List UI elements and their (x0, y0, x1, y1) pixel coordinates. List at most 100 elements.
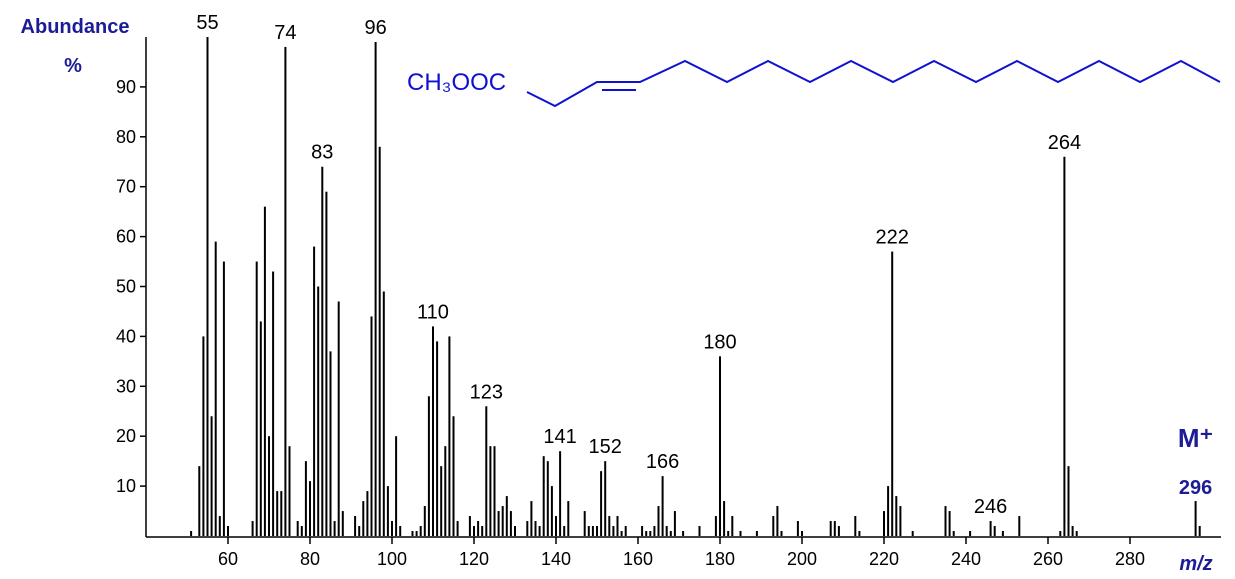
peak-bar (272, 271, 275, 536)
peak-bar (198, 466, 201, 536)
peak-bar (993, 526, 996, 536)
peak-bar (222, 261, 225, 536)
peak-bar (485, 406, 488, 536)
peak-bar (505, 496, 508, 536)
peak-bar (731, 516, 734, 536)
peak-bar (263, 206, 266, 536)
peak-bar (624, 526, 627, 536)
y-tick-label: 50 (116, 277, 136, 297)
y-tick-label: 60 (116, 227, 136, 247)
y-axis-unit: % (64, 55, 82, 77)
peak-bar (354, 516, 357, 536)
peak-bar (509, 511, 512, 536)
peak-bar (596, 526, 598, 536)
peak-bar (255, 261, 258, 536)
peak-bar (268, 436, 270, 536)
peak-bar (796, 521, 799, 536)
peak-bar (858, 531, 861, 536)
peak-bar (313, 246, 316, 536)
peak-bar (641, 526, 644, 536)
peak-bar (452, 416, 455, 536)
peak-bar (563, 526, 566, 536)
peak-bar (1071, 526, 1074, 536)
peak-bar (370, 316, 373, 536)
peak-bar (1067, 466, 1070, 536)
peak-bar (190, 531, 193, 536)
peak-bar (468, 516, 471, 536)
peak-label: 166 (646, 451, 679, 473)
peak-bar (714, 516, 717, 536)
peak-bar (682, 531, 685, 536)
peak-bar (477, 521, 480, 536)
peak-bar (448, 336, 451, 536)
peak-bar (542, 456, 545, 536)
peak-bar (362, 501, 365, 536)
peak-bar (423, 506, 426, 536)
x-axis-title: m/z (1179, 553, 1212, 575)
peak-bar (317, 286, 320, 536)
peak-label: 222 (876, 227, 909, 249)
peak-bar (911, 531, 914, 536)
peak-bar (854, 516, 857, 536)
peak-label: 83 (311, 142, 333, 164)
peak-label: 141 (543, 426, 576, 448)
peak-bar (259, 321, 262, 536)
x-tick-label: 220 (869, 549, 899, 569)
peak-bar (895, 496, 898, 536)
peak-bar (829, 521, 832, 536)
peak-bar (608, 516, 611, 536)
peak-bar (501, 506, 504, 536)
peak-bar (386, 486, 389, 536)
peak-bar (358, 526, 361, 536)
peak-bar (550, 486, 553, 536)
structure-label: CH₃OOC (407, 69, 506, 96)
peak-bar (739, 531, 742, 536)
y-tick-label: 30 (116, 376, 136, 396)
peak-bar (645, 531, 648, 536)
peak-bar (772, 516, 775, 536)
peak-bar (227, 526, 229, 536)
peak-bar (395, 436, 398, 536)
peak-bar (780, 531, 783, 536)
peak-bar (883, 511, 885, 536)
peak-bar (555, 516, 557, 536)
peak-bar (559, 451, 562, 536)
peak-bar (284, 46, 287, 536)
x-tick-label: 140 (541, 549, 571, 569)
peak-label: 246 (974, 496, 1007, 518)
peak-bar (727, 531, 730, 536)
peak-bar (329, 351, 332, 536)
peak-bar (989, 521, 992, 536)
peak-bar (534, 521, 537, 536)
y-tick-label: 90 (116, 77, 136, 97)
peak-bar (288, 446, 291, 536)
peak-bar (444, 446, 447, 536)
peak-bar (755, 531, 758, 536)
peak-label: 96 (364, 17, 386, 39)
peak-bar (538, 526, 541, 536)
peak-bar (366, 491, 369, 536)
x-tick-label: 80 (300, 549, 320, 569)
peak-bar (321, 166, 324, 537)
peak-bar (218, 516, 221, 536)
peak-bar (489, 446, 492, 536)
peak-bar (1059, 531, 1062, 536)
peak-bar (206, 37, 209, 536)
peak-bar (427, 396, 430, 536)
peak-bar (944, 506, 947, 536)
peak-label: 55 (196, 12, 218, 34)
x-tick-label: 120 (459, 549, 489, 569)
y-axis-title: Abundance (21, 16, 130, 38)
peak-bar (719, 356, 721, 536)
structure-chain (526, 59, 1221, 108)
peak-bar (591, 526, 594, 536)
peak-bar (1001, 531, 1004, 536)
peak-bar (620, 531, 623, 536)
peak-bar (333, 521, 336, 536)
y-tick-label: 80 (116, 127, 136, 147)
peak-bar (382, 291, 385, 536)
peak-bar (583, 511, 586, 536)
peak-bar (325, 191, 328, 536)
y-tick-label: 20 (116, 426, 136, 446)
